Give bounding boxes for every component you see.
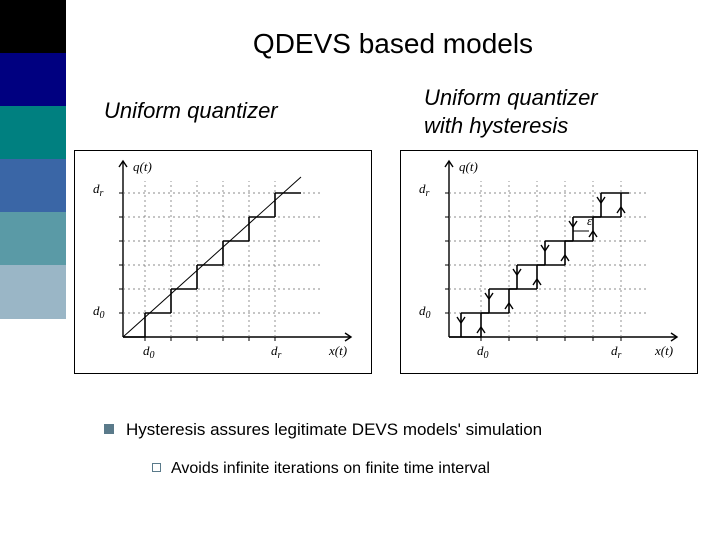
sidebar-block — [0, 53, 66, 107]
subtitle-left: Uniform quantizer — [104, 98, 404, 124]
svg-text:d0: d0 — [93, 303, 105, 321]
chart-left: q(t) x(t) dr d0 d0 dr — [74, 150, 372, 374]
subtitle-right-line1: Uniform quantizer — [424, 85, 598, 110]
sub-bullet-icon — [152, 463, 161, 472]
svg-text:dr: dr — [419, 181, 430, 199]
chart-right-svg: q(t) x(t) dr d0 d0 dr ε — [401, 151, 697, 373]
sub-bullet-prefix: Avoids — [171, 460, 219, 477]
slide-title: QDEVS based models — [66, 28, 720, 60]
svg-text:ε: ε — [587, 213, 593, 228]
bullet-icon — [104, 424, 114, 434]
sidebar-decoration — [0, 0, 66, 540]
subtitle-right-line2: with hysteresis — [424, 113, 568, 138]
svg-text:q(t): q(t) — [133, 159, 152, 174]
slide-content: QDEVS based models Uniform quantizer Uni… — [66, 0, 720, 540]
bullet-text: Hysteresis assures legitimate DEVS model… — [126, 420, 542, 439]
svg-text:dr: dr — [93, 181, 104, 199]
svg-text:x(t): x(t) — [654, 343, 673, 358]
sidebar-block — [0, 159, 66, 213]
svg-text:dr: dr — [271, 343, 282, 361]
svg-text:d0: d0 — [143, 343, 155, 361]
sidebar-block — [0, 106, 66, 160]
svg-text:x(t): x(t) — [328, 343, 347, 358]
svg-text:d0: d0 — [419, 303, 431, 321]
sidebar-block — [0, 212, 66, 266]
bullet-row: Hysteresis assures legitimate DEVS model… — [104, 420, 704, 440]
subtitle-right: Uniform quantizer with hysteresis — [424, 84, 720, 139]
svg-text:q(t): q(t) — [459, 159, 478, 174]
sidebar-block — [0, 0, 66, 54]
sidebar-block — [0, 265, 66, 319]
chart-left-svg: q(t) x(t) dr d0 d0 dr — [75, 151, 371, 373]
chart-right: q(t) x(t) dr d0 d0 dr ε — [400, 150, 698, 374]
sub-bullet-row: Avoids infinite iterations on finite tim… — [152, 460, 712, 478]
sub-bullet-rest: infinite iterations on finite time inter… — [219, 460, 490, 477]
svg-text:d0: d0 — [477, 343, 489, 361]
svg-text:dr: dr — [611, 343, 622, 361]
